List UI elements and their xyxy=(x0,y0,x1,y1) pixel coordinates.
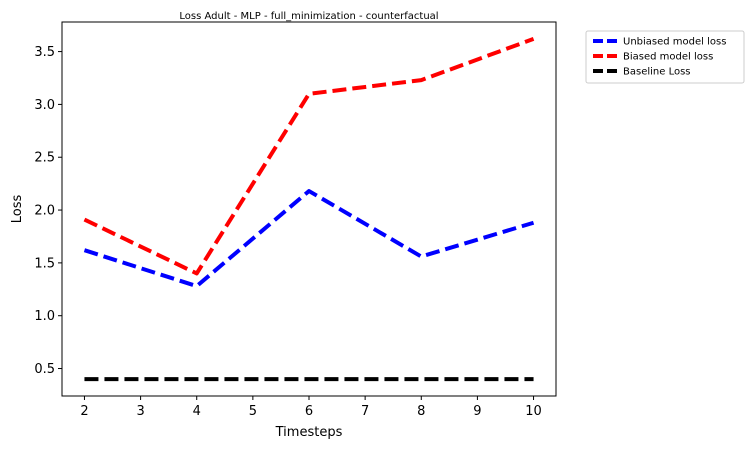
y-tick-label: 1.0 xyxy=(34,309,55,324)
legend-label-2: Baseline Loss xyxy=(623,67,691,78)
x-tick-label: 10 xyxy=(525,404,542,419)
y-tick-label: 2.5 xyxy=(34,151,55,166)
x-tick-label: 7 xyxy=(361,404,369,419)
x-tick-label: 4 xyxy=(193,404,201,419)
chart-title: Loss Adult - MLP - full_minimization - c… xyxy=(179,11,438,22)
y-axis-ticks: 0.5 1.0 1.5 2.0 2.5 3.0 3.5 xyxy=(34,45,62,377)
y-tick-label: 3.5 xyxy=(34,45,55,60)
x-tick-label: 5 xyxy=(249,404,257,419)
x-tick-label: 6 xyxy=(305,404,313,419)
x-tick-label: 3 xyxy=(136,404,144,419)
y-tick-label: 3.0 xyxy=(34,98,55,113)
x-axis-label: Timesteps xyxy=(275,425,343,440)
legend-label-0: Unbiased model loss xyxy=(623,37,726,48)
legend-label-1: Biased model loss xyxy=(623,52,713,63)
y-tick-label: 2.0 xyxy=(34,204,55,219)
series-line-0 xyxy=(83,189,535,289)
y-tick-label: 1.5 xyxy=(34,256,55,271)
plot-area-frame xyxy=(61,21,557,397)
legend: Unbiased model loss Biased model loss Base… xyxy=(585,30,745,84)
x-tick-label: 9 xyxy=(473,404,481,419)
y-axis-label: Loss xyxy=(10,195,25,224)
y-tick-label: 0.5 xyxy=(34,362,55,377)
legend-box xyxy=(585,30,745,84)
plot-lines xyxy=(83,37,535,382)
x-axis-ticks: 2 3 4 5 6 7 8 9 10 xyxy=(80,396,542,419)
x-tick-label: 2 xyxy=(80,404,88,419)
series-line-1 xyxy=(83,37,535,276)
x-tick-label: 8 xyxy=(417,404,425,419)
